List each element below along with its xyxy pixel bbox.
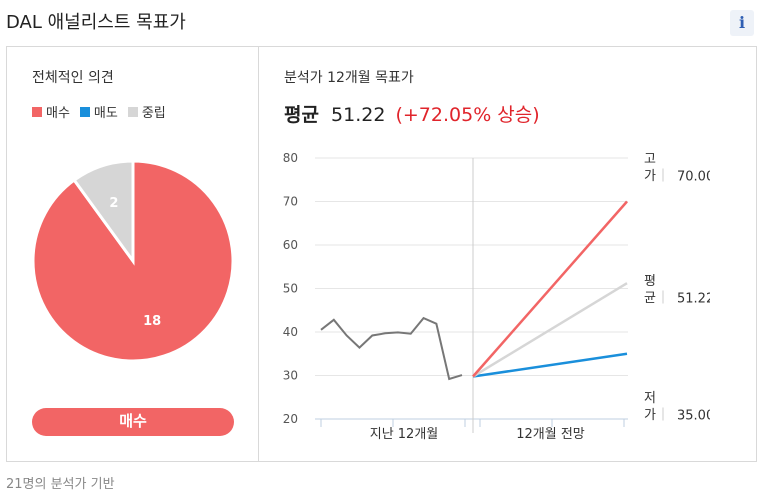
consensus-pie-chart: 18 2 [31,159,235,363]
info-icon[interactable]: i [730,10,754,36]
x-section-label-1: 12개월 전망 [516,427,585,440]
average-change: (+72.05% 상승) [395,104,540,126]
history-price-line [320,316,463,381]
legend-swatch-sell [79,106,90,117]
average-target-summary: 평균 51.22 (+72.05% 상승) [284,100,540,127]
low-label-char-0: 저 [644,391,656,406]
y-tick-label-70: 70 [283,195,298,209]
pie-slice-2 [72,159,135,266]
legend-item-buy: 매수 [32,102,70,121]
legend-item-hold: 중립 [127,102,166,121]
y-tick-label-40: 40 [283,325,298,339]
page-title: DAL 애널리스트 목표가 [6,12,186,33]
x-section-label-0: 지난 12개월 [370,427,439,440]
forecast-line-평균 [472,282,628,378]
target-heading: 분석가 12개월 목표가 [284,70,414,86]
high-label-char-1: 가 [644,169,656,184]
legend-label-buy: 매수 [46,106,70,121]
y-tick-label-30: 30 [283,369,298,383]
y-tick-label-50: 50 [283,282,298,296]
pie-data-label-2: 2 [109,196,118,211]
legend-swatch-hold [127,106,138,117]
y-tick-label-80: 80 [283,151,298,165]
content-frame [6,46,757,462]
legend-label-sell: 매도 [93,106,118,121]
y-tick-label-20: 20 [283,412,298,426]
consensus-rating-button[interactable]: 매수 [32,408,234,436]
pie-legend: 매수 매도 중립 [32,102,166,121]
legend-swatch-buy [32,106,42,117]
y-tick-label-60: 60 [283,238,298,252]
section-divider [258,46,259,462]
forecast-line-저가 [472,352,628,378]
low-value: 35.00 [677,409,710,424]
forecast-line-고가 [472,200,628,378]
legend-item-sell: 매도 [79,102,118,121]
mean-label-char-0: 평 [644,274,656,289]
legend-label-hold: 중립 [141,106,166,121]
consensus-heading: 전체적인 의견 [32,70,114,86]
pie-data-label-0: 18 [143,314,161,329]
high-label-char-0: 고 [644,152,656,167]
average-value: 51.22 [331,104,386,126]
analyst-count-note: 21명의 분석가 기반 [6,477,115,492]
mean-value: 51.22 [677,292,710,307]
low-label-char-1: 가 [644,408,656,423]
average-label: 평균 [284,104,319,126]
high-value: 70.00 [677,170,710,185]
mean-label-char-1: 균 [644,291,656,306]
